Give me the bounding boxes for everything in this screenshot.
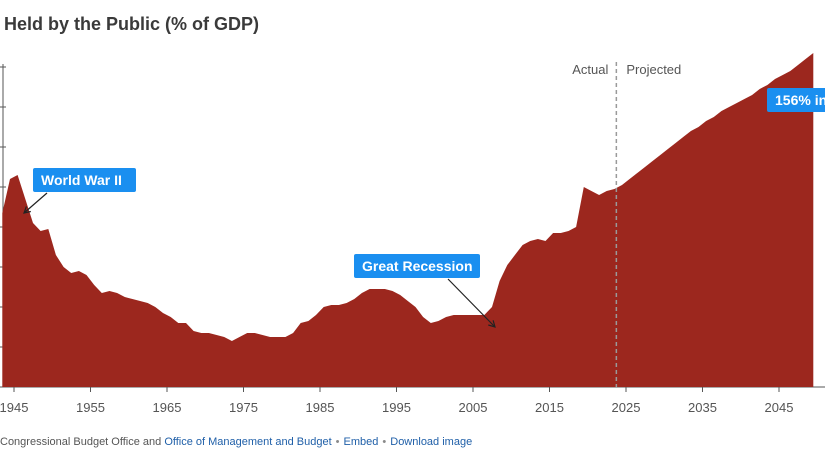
- annotation-layer: World War II Great Recession 156% in: [23, 88, 825, 328]
- x-tick-label: 1995: [382, 400, 411, 415]
- great-recession-callout-arrowhead-icon: [488, 320, 496, 328]
- debt-chart: 1945 1955 1965 1975 1985 1995 2005 2015 2025 2035…: [0, 53, 825, 415]
- great-recession-callout-arrow-line: [447, 278, 496, 328]
- x-tick-label: 1985: [306, 400, 335, 415]
- x-tick-label: 2025: [612, 400, 641, 415]
- projection-callout-box: [767, 88, 825, 112]
- world-war-ii-callout-arrowhead-icon: [23, 206, 31, 214]
- x-tick-label: 1955: [76, 400, 105, 415]
- footer: Congressional Budget Office and Office o…: [0, 436, 472, 448]
- world-war-ii-callout-box: [33, 168, 136, 192]
- chart-title: Held by the Public (% of GDP): [4, 14, 260, 34]
- download-image-link[interactable]: Download image: [390, 436, 473, 448]
- x-tick-label: 1965: [153, 400, 182, 415]
- projection-callout-label: 156% in: [775, 92, 825, 108]
- x-tick-label: 2015: [535, 400, 564, 415]
- omb-link[interactable]: Office of Management and Budget: [164, 436, 332, 448]
- world-war-ii-callout-label: World War II: [41, 172, 122, 188]
- world-war-ii-callout-arrow-line: [23, 192, 48, 214]
- great-recession-callout-label: Great Recession: [362, 258, 473, 274]
- x-tick-label: 2035: [688, 400, 717, 415]
- divider-layer: Actual Projected: [572, 62, 681, 387]
- separator-dot-icon: •: [335, 436, 340, 448]
- embed-link[interactable]: Embed: [343, 436, 379, 448]
- great-recession-callout-box: [354, 254, 480, 278]
- x-tick-label: 2045: [765, 400, 794, 415]
- actual-label: Actual: [572, 62, 608, 77]
- x-tick-label: 2005: [459, 400, 488, 415]
- projected-label: Projected: [626, 62, 681, 77]
- x-tick-label: 1975: [229, 400, 258, 415]
- x-tick-label: 1945: [0, 400, 28, 415]
- separator-dot-icon: •: [382, 436, 387, 448]
- debt-area: [2, 53, 814, 387]
- area-layer: [2, 53, 814, 387]
- source-prefix: Congressional Budget Office and: [0, 436, 162, 448]
